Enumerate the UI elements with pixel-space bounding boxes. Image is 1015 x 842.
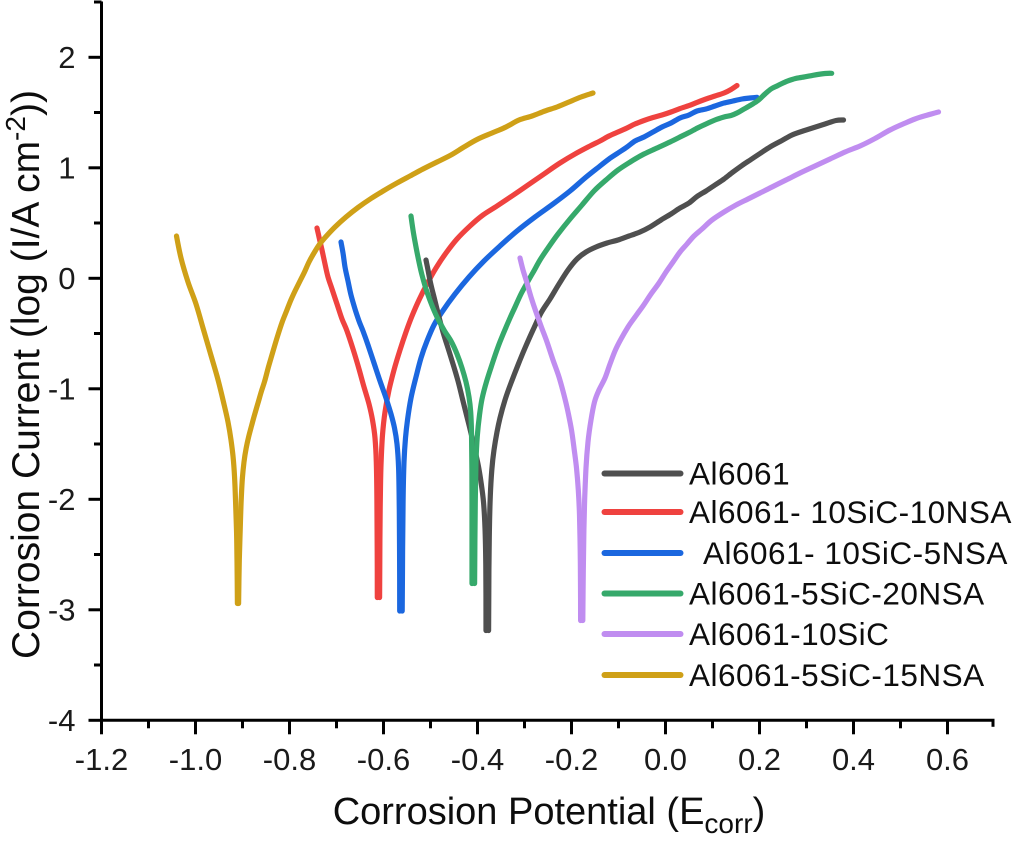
svg-text:Al6061-5SiC-15NSA: Al6061-5SiC-15NSA — [689, 657, 985, 693]
svg-text:-2: -2 — [48, 482, 76, 517]
svg-text:0.0: 0.0 — [644, 742, 687, 777]
svg-text:Al6061: Al6061 — [689, 456, 790, 492]
svg-text:-1.2: -1.2 — [75, 742, 128, 777]
svg-text:Al6061- 10SiC-5NSA: Al6061- 10SiC-5NSA — [703, 535, 1008, 571]
svg-text:Al6061- 10SiC-10NSA: Al6061- 10SiC-10NSA — [689, 494, 1012, 530]
svg-text:2: 2 — [58, 40, 75, 75]
svg-text:0.2: 0.2 — [738, 742, 781, 777]
svg-text:-4: -4 — [48, 703, 76, 738]
svg-text:0: 0 — [58, 261, 75, 296]
svg-text:-0.8: -0.8 — [263, 742, 316, 777]
svg-text:-1.0: -1.0 — [169, 742, 222, 777]
svg-text:-0.6: -0.6 — [357, 742, 410, 777]
svg-text:-0.4: -0.4 — [451, 742, 504, 777]
svg-text:-1: -1 — [48, 372, 76, 407]
svg-text:Corrosion Current (log (I/A cm: Corrosion Current (log (I/A cm-2)) — [0, 90, 48, 659]
svg-text:-0.2: -0.2 — [545, 742, 598, 777]
svg-text:Al6061-5SiC-20NSA: Al6061-5SiC-20NSA — [689, 576, 985, 612]
svg-text:Al6061-10SiC: Al6061-10SiC — [689, 616, 889, 652]
svg-text:1: 1 — [58, 151, 75, 186]
svg-text:-3: -3 — [48, 593, 76, 628]
svg-text:0.6: 0.6 — [926, 742, 969, 777]
svg-text:0.4: 0.4 — [832, 742, 875, 777]
svg-text:Corrosion Potential (Ecorr): Corrosion Potential (Ecorr) — [333, 791, 766, 837]
